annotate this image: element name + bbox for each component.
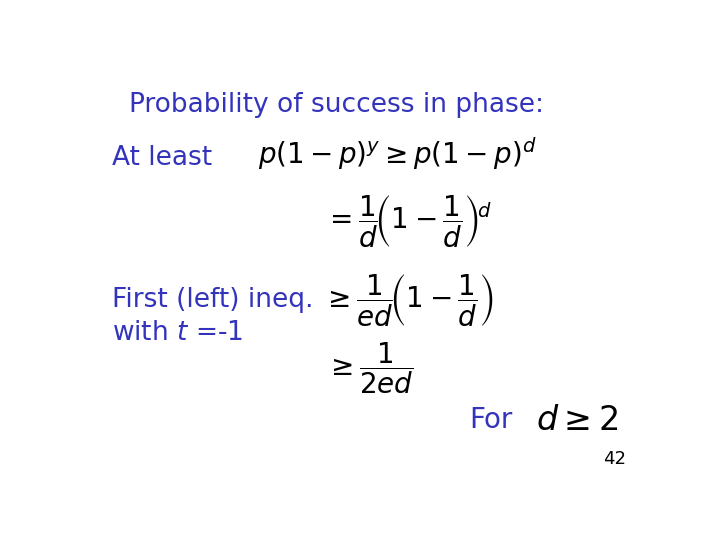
Text: First (left) ineq.: First (left) ineq. <box>112 287 314 313</box>
Text: Probability of success in phase:: Probability of success in phase: <box>129 92 544 118</box>
Text: 42: 42 <box>603 450 626 468</box>
Text: $d \geq 2$: $d \geq 2$ <box>536 404 618 437</box>
Text: At least: At least <box>112 145 212 171</box>
Text: with $t$ =-1: with $t$ =-1 <box>112 320 243 346</box>
Text: $\geq\dfrac{1}{ed}\!\left(1-\dfrac{1}{d}\right)$: $\geq\dfrac{1}{ed}\!\left(1-\dfrac{1}{d}… <box>322 272 494 328</box>
Text: $\geq\dfrac{1}{2ed}$: $\geq\dfrac{1}{2ed}$ <box>325 341 413 396</box>
Text: $=\dfrac{1}{d}\!\left(1-\dfrac{1}{d}\right)^{\!d}$: $=\dfrac{1}{d}\!\left(1-\dfrac{1}{d}\rig… <box>324 193 492 249</box>
Text: $p(1-p)^y \geq p(1-p)^d$: $p(1-p)^y \geq p(1-p)^d$ <box>258 136 536 172</box>
Text: For: For <box>469 406 513 434</box>
